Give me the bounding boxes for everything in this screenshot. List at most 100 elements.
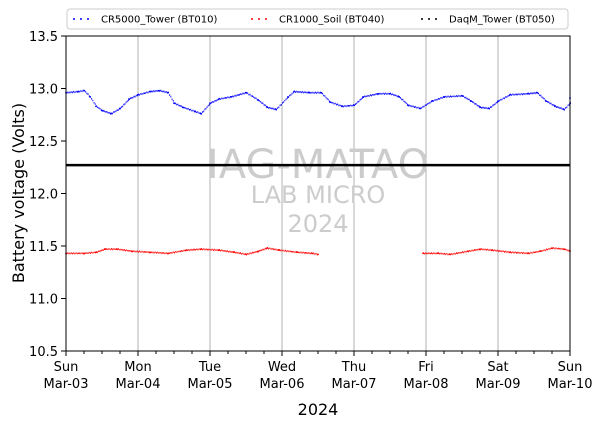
data-point (377, 92, 379, 95)
data-point (449, 253, 451, 256)
x-tick-label-date: Mar-05 (188, 377, 233, 392)
watermark-line-3: 2024 (287, 210, 348, 238)
y-tick-label: 11.5 (29, 240, 58, 255)
data-point (245, 91, 247, 94)
data-point (311, 252, 313, 255)
data-point (77, 90, 79, 93)
data-point (308, 91, 310, 94)
data-point (320, 91, 322, 94)
data-point (266, 247, 268, 250)
data-point (563, 248, 565, 251)
x-tick-label-date: Mar-03 (44, 377, 89, 392)
data-point (398, 96, 400, 98)
x-tick-label-day: Tue (198, 360, 221, 375)
x-tick-label-date: Mar-09 (476, 377, 521, 392)
data-point (200, 112, 202, 115)
y-axis: 10.5 11.0 11.5 12.0 12.5 13.0 13.5 (29, 30, 66, 360)
data-point (278, 249, 280, 252)
data-point (266, 106, 268, 109)
legend-marker (87, 18, 89, 20)
data-point (275, 108, 277, 111)
data-point (422, 252, 424, 255)
data-point (443, 96, 445, 98)
y-tick-label: 11.0 (29, 293, 58, 308)
data-point (245, 253, 247, 256)
legend-marker (265, 18, 267, 20)
data-point (488, 107, 490, 110)
data-point (527, 92, 529, 95)
x-tick-label-date: Mar-10 (548, 377, 593, 392)
legend-marker (80, 18, 82, 20)
data-point (149, 90, 151, 93)
data-point (470, 100, 472, 102)
x-axis: Sun Mar-03 Mon Mar-04 Tue Mar-05 Wed Mar-06 Thu M… (44, 351, 593, 392)
data-point (479, 248, 481, 251)
data-point (554, 105, 556, 108)
data-point (536, 91, 538, 94)
data-point (509, 93, 511, 96)
series-cr1000-soil-bt040 (65, 247, 319, 256)
data-point (95, 105, 97, 108)
data-point (257, 250, 259, 253)
legend-item: DaqM_Tower (BT050) (421, 15, 555, 26)
data-point (389, 92, 391, 95)
data-point (539, 250, 541, 253)
y-axis-label: Battery voltage (Volts) (9, 103, 28, 283)
data-point (104, 248, 106, 251)
y-tick-label: 13.5 (29, 30, 58, 45)
data-point (317, 253, 319, 256)
data-point (128, 98, 130, 100)
data-point (200, 248, 202, 251)
data-point (257, 99, 259, 101)
watermark-line-2: LAB MICRO (251, 181, 386, 209)
data-point (83, 252, 85, 255)
x-tick-label-day: Sun (54, 360, 79, 375)
series-cr5000-tower-bt010 (65, 89, 571, 115)
data-point (296, 251, 298, 254)
data-point (287, 96, 289, 98)
data-point (479, 106, 481, 109)
x-tick-label-date: Mar-08 (404, 377, 449, 392)
data-point (293, 90, 295, 93)
data-point (173, 102, 175, 105)
legend-label: CR5000_Tower (BT010) (101, 15, 217, 26)
legend-marker (428, 18, 430, 20)
watermark: IAG-MATAO LAB MICRO 2024 (207, 142, 429, 238)
x-tick-label-day: Sun (558, 360, 583, 375)
data-point (491, 249, 493, 252)
data-point (551, 247, 553, 250)
data-point (431, 100, 433, 102)
legend-marker (435, 18, 437, 20)
data-point (509, 251, 511, 254)
series-cr1000-soil-bt040 (422, 247, 571, 256)
data-point (209, 102, 211, 105)
data-point (545, 100, 547, 102)
data-point (233, 251, 235, 254)
legend-item: CR1000_Soil (BT040) (251, 15, 385, 26)
legend-marker (258, 18, 260, 20)
data-point (329, 101, 331, 104)
x-tick-label-day: Mon (124, 360, 151, 375)
data-point (419, 107, 421, 110)
data-point (137, 93, 139, 96)
legend-box (66, 8, 569, 30)
x-axis-label: 2024 (298, 400, 339, 419)
data-point (95, 251, 97, 254)
data-point (158, 89, 160, 92)
x-tick-label-day: Fri (418, 360, 434, 375)
data-point (110, 112, 112, 115)
data-point (101, 109, 103, 112)
legend-label: DaqM_Tower (BT050) (449, 15, 555, 26)
series-trace (66, 247, 318, 256)
x-tick-label-date: Mar-04 (116, 377, 161, 392)
legend-marker (421, 18, 423, 20)
data-point (149, 251, 151, 254)
x-tick-label-day: Sat (487, 360, 508, 375)
data-point (467, 250, 469, 253)
data-point (185, 249, 187, 252)
legend-marker (73, 18, 75, 20)
data-point (362, 96, 364, 98)
data-point (437, 252, 439, 255)
data-point (218, 249, 220, 252)
data-point (89, 96, 91, 98)
